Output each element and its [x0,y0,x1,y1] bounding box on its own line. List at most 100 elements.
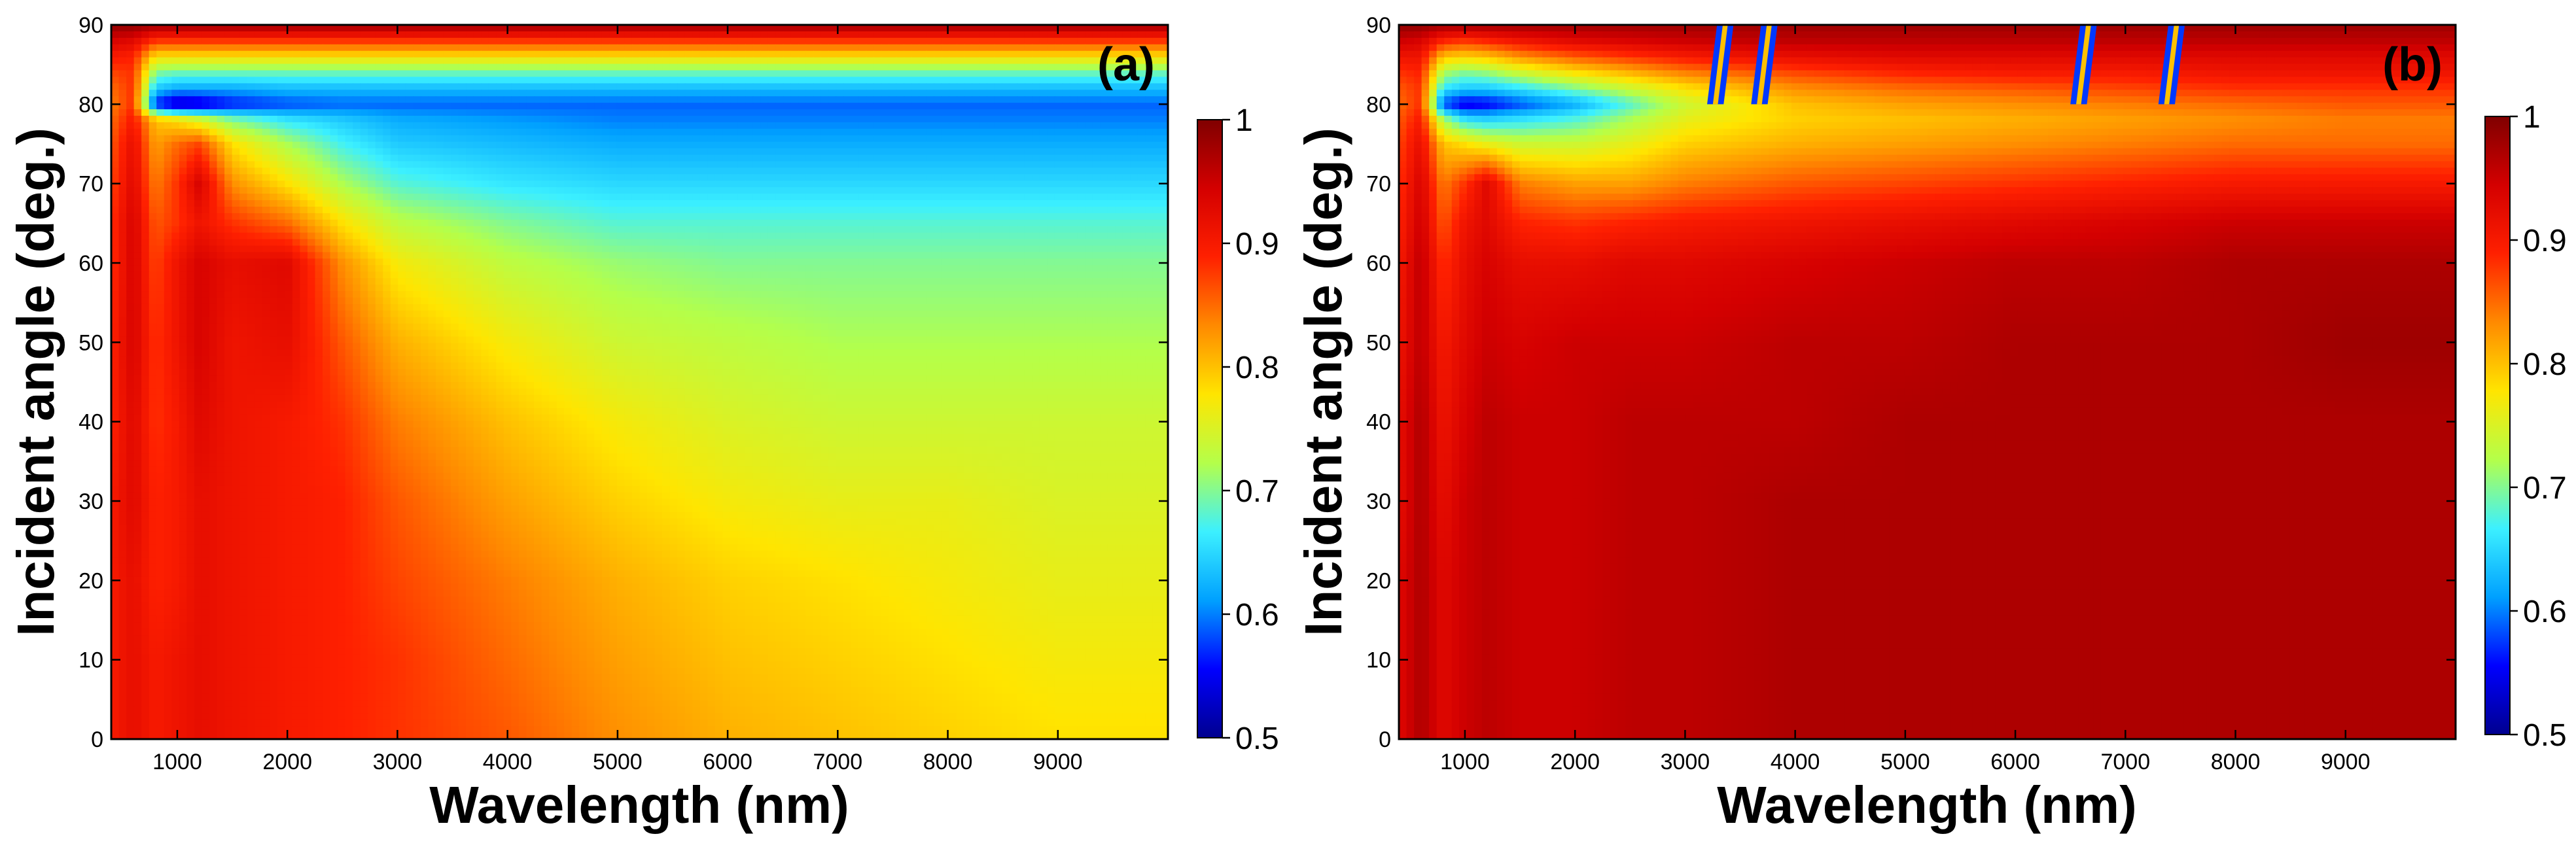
heatmap-cell [1032,38,1040,45]
heatmap-cell [383,77,391,84]
heatmap-cell [700,70,708,77]
heatmap-cell [790,38,798,45]
heatmap-cell [995,58,1002,65]
heatmap-cell [330,58,338,65]
heatmap-cell [557,90,565,97]
heatmap-cell [707,58,715,65]
heatmap-cell [209,25,217,32]
heatmap-cell [376,31,383,39]
heatmap-cell [851,44,859,52]
heatmap-cell [1010,58,1017,65]
heatmap-cell [526,31,534,39]
heatmap-cell [760,38,768,45]
heatmap-cell [239,90,247,97]
heatmap-cell [624,96,632,103]
heatmap-cell [911,31,919,39]
heatmap-cell [730,96,738,103]
heatmap-cell [919,31,926,39]
heatmap-cell [995,64,1002,71]
heatmap-cell [753,38,761,45]
heatmap-cell [602,96,610,103]
heatmap-cell [881,96,889,103]
heatmap-cell [572,51,580,58]
heatmap-cell [549,90,557,97]
heatmap-cell [851,25,859,32]
heatmap-cell [308,44,315,52]
heatmap-cell [232,83,240,90]
heatmap-cell [624,83,632,90]
heatmap-cell [285,96,292,103]
heatmap-cell [745,38,753,45]
heatmap-cell [429,77,436,84]
heatmap-cell [459,90,467,97]
heatmap-cell [624,38,632,45]
heatmap-cell [330,77,338,84]
heatmap-cell [496,25,504,32]
heatmap-cell [194,83,202,90]
heatmap-cell [451,58,459,65]
heatmap-cell [239,96,247,103]
heatmap-cell [323,96,330,103]
heatmap-cell [126,58,134,65]
heatmap-cell [308,31,315,39]
heatmap-cell [919,25,926,32]
heatmap-cell [677,38,685,45]
heatmap-cell [805,58,813,65]
heatmap-cell [737,64,745,71]
heatmap-cell [1085,51,1093,58]
heatmap-cell [926,90,934,97]
heatmap-cell [957,31,964,39]
heatmap-cell [964,44,972,52]
heatmap-cell [805,25,813,32]
heatmap-cell [730,44,738,52]
heatmap-cell [323,90,330,97]
heatmap-cell [798,96,806,103]
heatmap-cell [866,25,874,32]
heatmap-cell [202,31,209,39]
heatmap-cell [979,58,987,65]
heatmap-cell [926,51,934,58]
heatmap-cell [270,44,277,52]
heatmap-cell [156,83,164,90]
heatmap-cell [255,96,262,103]
heatmap-cell [858,83,866,90]
heatmap-cell [300,64,308,71]
heatmap-cell [345,77,353,84]
heatmap-cell [209,77,217,84]
heatmap-cell [564,38,572,45]
heatmap-cell [896,77,904,84]
heatmap-cell [896,70,904,77]
heatmap-cell [164,90,172,97]
heatmap-cell [942,44,949,52]
heatmap-cell [308,64,315,71]
heatmap-cell [579,38,587,45]
heatmap-cell [1078,90,1085,97]
heatmap-cell [790,77,798,84]
heatmap-cell [255,25,262,32]
heatmap-cell [164,64,172,71]
heatmap-cell [715,58,723,65]
heatmap-cell [338,64,345,71]
heatmap-cell [934,70,942,77]
heatmap-cell [474,25,482,32]
heatmap-cell [376,25,383,32]
heatmap-cell [292,90,300,97]
heatmap-cell [489,77,497,84]
heatmap-cell [391,64,398,71]
heatmap-cell [768,44,776,52]
heatmap-cell [783,31,791,39]
heatmap-cell [820,83,828,90]
heatmap-cell [707,31,715,39]
heatmap-cell [285,90,292,97]
heatmap-cell [881,31,889,39]
heatmap-cell [715,96,723,103]
heatmap-cell [474,83,482,90]
heatmap-cell [345,51,353,58]
heatmap-cell [262,64,270,71]
heatmap-cell [640,77,648,84]
heatmap-cell [489,25,497,32]
heatmap-cell [1040,51,1048,58]
heatmap-cell [368,31,376,39]
heatmap-cell [111,70,119,77]
heatmap-cell [1010,31,1017,39]
